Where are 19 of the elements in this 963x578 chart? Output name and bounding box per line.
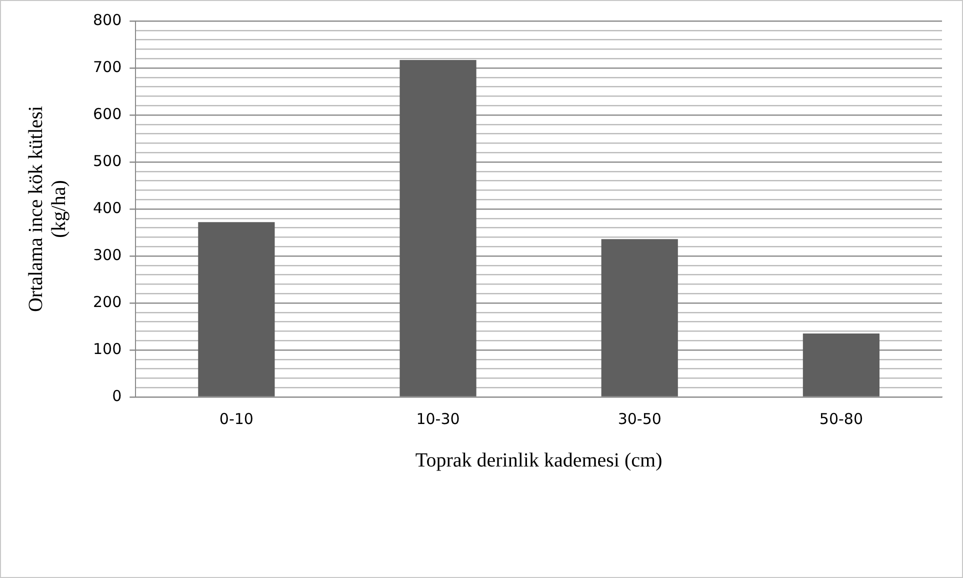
bar (601, 239, 678, 396)
y-tick-label: 500 (92, 152, 122, 170)
y-tick-label: 0 (112, 386, 122, 405)
bar (802, 334, 880, 396)
x-tick-label: 10-30 (416, 410, 460, 428)
y-tick-label: 300 (92, 246, 122, 264)
bar (198, 222, 275, 396)
y-axis-title: Ortalama ince kök kütlesi (kg/ha) (24, 106, 70, 312)
y-tick-label: 100 (92, 340, 122, 358)
x-axis-title: Toprak derinlik kademesi (cm) (415, 449, 662, 472)
y-tick-label: 400 (92, 198, 122, 217)
y-tick-label: 200 (92, 292, 122, 311)
x-tick-label: 0-10 (219, 410, 254, 428)
y-tick-label: 600 (92, 104, 122, 123)
bar (400, 60, 476, 396)
y-tick-label: 700 (92, 58, 122, 76)
x-tick-label: 30-50 (618, 410, 662, 428)
y-tick-label: 800 (92, 10, 122, 29)
x-tick-label: 50-80 (819, 410, 863, 428)
